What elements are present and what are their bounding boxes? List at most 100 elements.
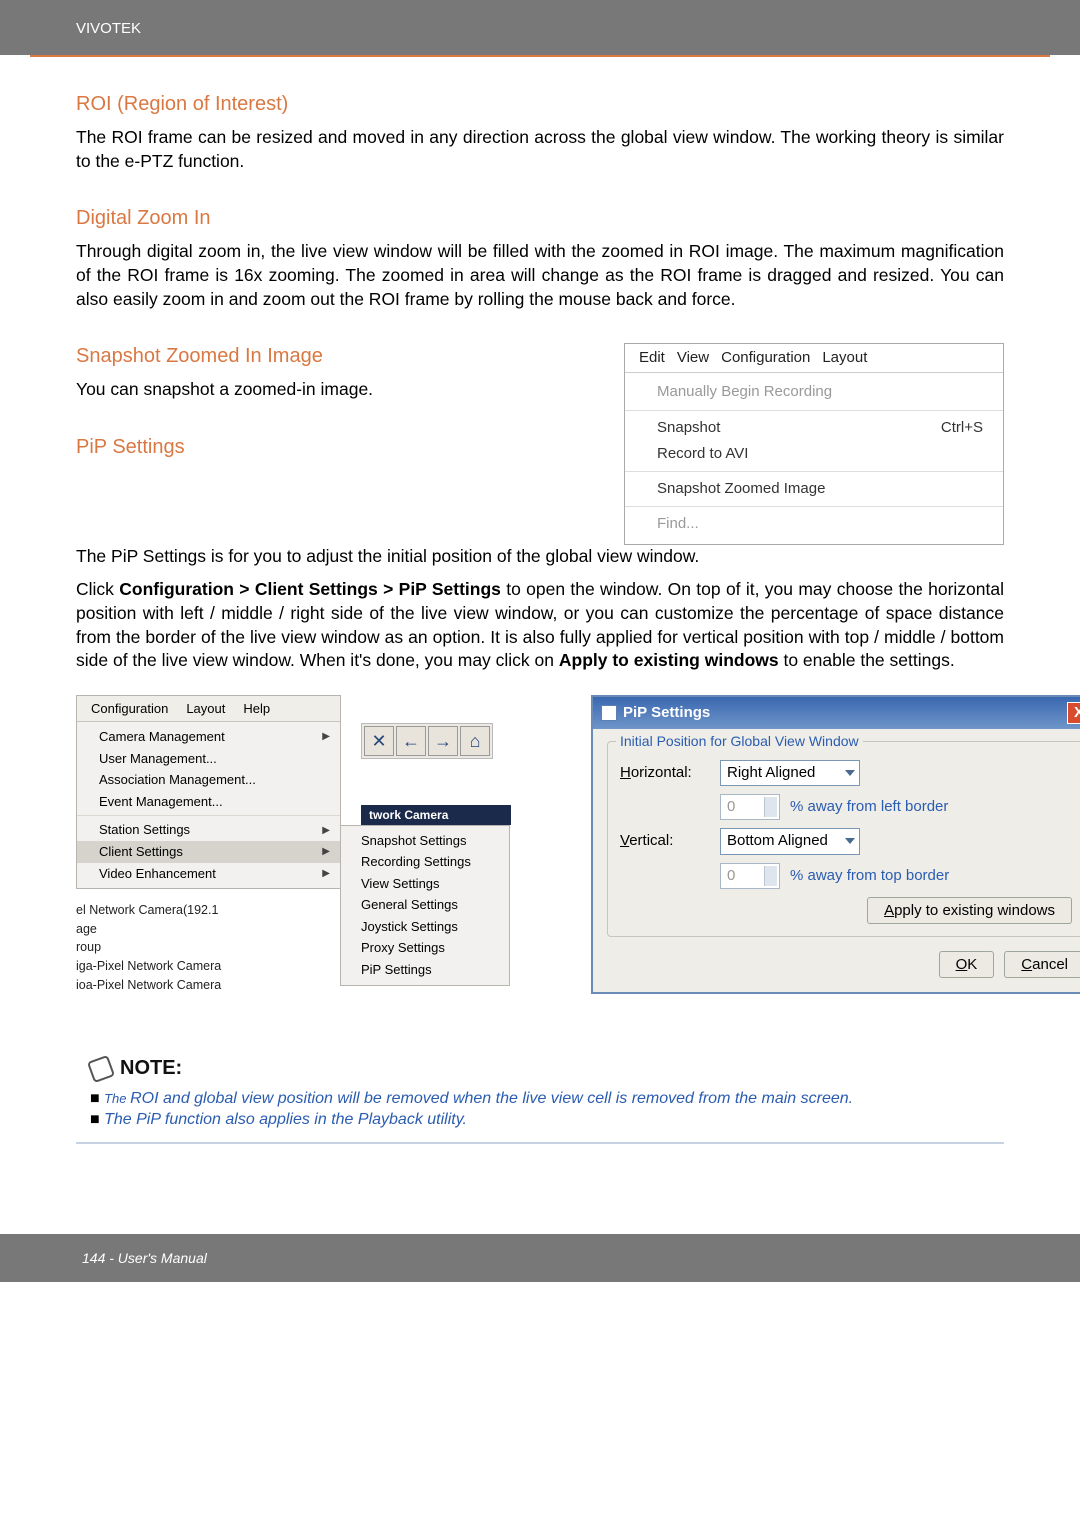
- horizontal-hint: % away from left border: [790, 797, 948, 817]
- tab-configuration[interactable]: Configuration: [85, 698, 174, 720]
- menu-item-label: Snapshot Zoomed Image: [657, 479, 825, 499]
- close-icon[interactable]: X: [1067, 702, 1080, 724]
- zoom-title: Digital Zoom In: [76, 205, 1004, 232]
- tab-help[interactable]: Help: [237, 698, 276, 720]
- vertical-hint: % away from top border: [790, 866, 949, 886]
- chevron-right-icon: ▶: [322, 845, 330, 859]
- edit-menu-mock: Edit View Configuration Layout Manually …: [624, 343, 1004, 545]
- toolbar: ✕ ← → ⌂: [361, 723, 493, 759]
- tab-edit[interactable]: Edit: [639, 348, 665, 368]
- tab-layout[interactable]: Layout: [180, 698, 231, 720]
- page-footer: 144 - User's Manual: [0, 1234, 1080, 1282]
- horizontal-label: Horizontal:: [620, 763, 710, 783]
- menu-item-label: Record to AVI: [657, 444, 748, 464]
- cfg-item-client-settings[interactable]: Client Settings ▶: [77, 841, 340, 863]
- cfg-label: Station Settings: [99, 821, 190, 839]
- horizontal-percent-input[interactable]: 0: [720, 794, 780, 820]
- snapshot-title: Snapshot Zoomed In Image: [76, 343, 604, 370]
- tab-view[interactable]: View: [677, 348, 709, 368]
- sub-pip-settings[interactable]: PiP Settings: [341, 959, 509, 981]
- camera-title-bar: twork Camera: [361, 805, 511, 825]
- text: Click: [76, 579, 119, 599]
- pip-title: PiP Settings: [76, 434, 604, 461]
- menu-item-label: Manually Begin Recording: [657, 382, 832, 402]
- note-icon: [87, 1055, 115, 1083]
- text: to enable the settings.: [779, 650, 955, 670]
- cfg-item-user-mgmt[interactable]: User Management...: [77, 748, 340, 770]
- sub-recording-settings[interactable]: Recording Settings: [341, 851, 509, 873]
- cfg-label: Video Enhancement: [99, 865, 216, 883]
- initial-position-group: Initial Position for Global View Window …: [607, 741, 1080, 937]
- menu-item-record-avi[interactable]: Record to AVI: [625, 441, 1003, 467]
- toolbar-forward-icon[interactable]: →: [428, 726, 458, 756]
- cfg-item-camera-mgmt[interactable]: Camera Management ▶: [77, 726, 340, 748]
- tree-item[interactable]: el Network Camera(192.1: [76, 901, 221, 920]
- cfg-label: Client Settings: [99, 843, 183, 861]
- menu-item-snapshot-zoomed[interactable]: Snapshot Zoomed Image: [625, 476, 1003, 502]
- menu-item-label: Find...: [657, 514, 699, 534]
- sub-proxy-settings[interactable]: Proxy Settings: [341, 937, 509, 959]
- note-item: The PiP function also applies in the Pla…: [90, 1111, 990, 1129]
- menu-item-label: Snapshot: [657, 418, 720, 438]
- menu-bar: Edit View Configuration Layout: [625, 344, 1003, 373]
- group-legend: Initial Position for Global View Window: [616, 732, 863, 751]
- tree-item[interactable]: ioa-Pixel Network Camera: [76, 976, 221, 995]
- text: The: [104, 1091, 130, 1106]
- cfg-label: Event Management...: [99, 793, 223, 811]
- cfg-item-event-mgmt[interactable]: Event Management...: [77, 791, 340, 813]
- tree-item[interactable]: age: [76, 920, 221, 939]
- zoom-text: Through digital zoom in, the live view w…: [76, 240, 1004, 311]
- pip-instructions: Click Configuration > Client Settings > …: [76, 578, 1004, 673]
- tab-layout[interactable]: Layout: [822, 348, 867, 368]
- footer-text: 144 - User's Manual: [82, 1250, 207, 1266]
- dialog-icon: [601, 705, 617, 721]
- tree-item[interactable]: roup: [76, 938, 221, 957]
- pip-settings-dialog: PiP Settings X Initial Position for Glob…: [591, 695, 1080, 994]
- note-box: NOTE: The ROI and global view position w…: [76, 1047, 1004, 1144]
- cfg-label: User Management...: [99, 750, 217, 768]
- tree-item[interactable]: iga-Pixel Network Camera: [76, 957, 221, 976]
- menu-separator: [625, 506, 1003, 507]
- client-settings-submenu: Snapshot Settings Recording Settings Vie…: [340, 825, 510, 986]
- section-snapshot: Snapshot Zoomed In Image You can snapsho…: [76, 343, 604, 402]
- chevron-right-icon: ▶: [322, 730, 330, 744]
- header-underline: [30, 55, 1050, 57]
- section-zoom: Digital Zoom In Through digital zoom in,…: [76, 205, 1004, 311]
- config-menu-mock: Configuration Layout Help Camera Managem…: [76, 695, 571, 889]
- vertical-percent-input[interactable]: 0: [720, 863, 780, 889]
- cfg-item-station-settings[interactable]: Station Settings ▶: [77, 819, 340, 841]
- cfg-item-assoc-mgmt[interactable]: Association Management...: [77, 769, 340, 791]
- ok-button[interactable]: OK: [939, 951, 995, 978]
- chevron-right-icon: ▶: [322, 867, 330, 881]
- config-tabs: Configuration Layout Help: [77, 696, 340, 723]
- note-item: The ROI and global view position will be…: [90, 1090, 990, 1108]
- vertical-select[interactable]: Bottom Aligned: [720, 828, 860, 854]
- section-pip-heading: PiP Settings: [76, 434, 604, 461]
- cfg-item-video-enhance[interactable]: Video Enhancement ▶: [77, 863, 340, 885]
- toolbar-back-icon[interactable]: ←: [396, 726, 426, 756]
- menu-item-begin-recording[interactable]: Manually Begin Recording: [625, 379, 1003, 405]
- select-value: Bottom Aligned: [727, 831, 828, 851]
- text-bold: Apply to existing windows: [559, 650, 779, 670]
- menu-item-find[interactable]: Find...: [625, 511, 1003, 537]
- roi-text: The ROI frame can be resized and moved i…: [76, 126, 1004, 173]
- sub-joystick-settings[interactable]: Joystick Settings: [341, 916, 509, 938]
- roi-title: ROI (Region of Interest): [76, 91, 1004, 118]
- sub-general-settings[interactable]: General Settings: [341, 894, 509, 916]
- sub-snapshot-settings[interactable]: Snapshot Settings: [341, 830, 509, 852]
- menu-item-snapshot[interactable]: Snapshot Ctrl+S: [625, 415, 1003, 441]
- page-header: VIVOTEK: [0, 0, 1080, 55]
- menu-separator: [625, 471, 1003, 472]
- sub-view-settings[interactable]: View Settings: [341, 873, 509, 895]
- chevron-right-icon: ▶: [322, 824, 330, 838]
- horizontal-select[interactable]: Right Aligned: [720, 760, 860, 786]
- toolbar-close-icon[interactable]: ✕: [364, 726, 394, 756]
- breadcrumb-path: Configuration > Client Settings > PiP Se…: [119, 579, 501, 599]
- cfg-label: Camera Management: [99, 728, 225, 746]
- pip-intro: The PiP Settings is for you to adjust th…: [76, 545, 1004, 569]
- snapshot-text: You can snapshot a zoomed-in image.: [76, 378, 604, 402]
- apply-button[interactable]: Apply to existing windows: [867, 897, 1072, 924]
- toolbar-home-icon[interactable]: ⌂: [460, 726, 490, 756]
- cancel-button[interactable]: Cancel: [1004, 951, 1080, 978]
- tab-config[interactable]: Configuration: [721, 348, 810, 368]
